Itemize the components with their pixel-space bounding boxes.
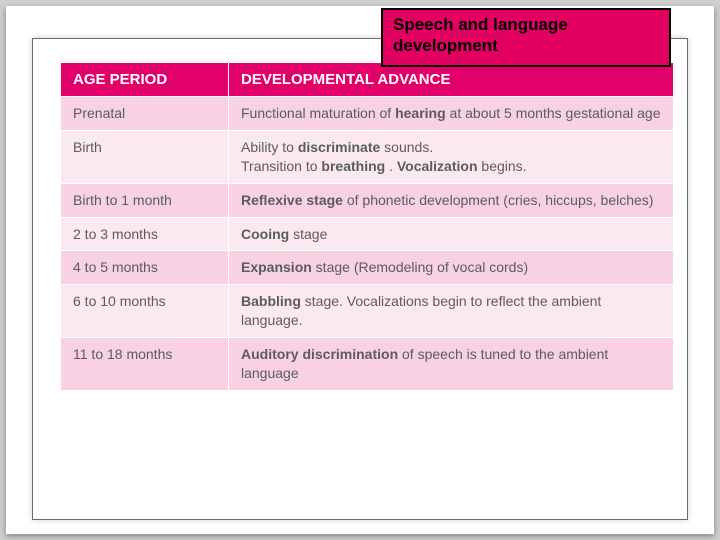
cell-advance: Ability to discriminate sounds.Transitio… (229, 130, 674, 183)
dev-table: AGE PERIOD DEVELOPMENTAL ADVANCE Prenata… (60, 62, 674, 391)
table-row: PrenatalFunctional maturation of hearing… (61, 97, 674, 131)
cell-age: Birth (61, 130, 229, 183)
table-row: 11 to 18 monthsAuditory discrimination o… (61, 338, 674, 391)
table-row: 6 to 10 monthsBabbling stage. Vocalizati… (61, 285, 674, 338)
cell-age: Prenatal (61, 97, 229, 131)
cell-advance: Cooing stage (229, 217, 674, 251)
cell-advance: Expansion stage (Remodeling of vocal cor… (229, 251, 674, 285)
cell-age: 2 to 3 months (61, 217, 229, 251)
cell-advance: Auditory discrimination of speech is tun… (229, 338, 674, 391)
table-row: Birth to 1 monthReflexive stage of phone… (61, 183, 674, 217)
cell-age: 11 to 18 months (61, 338, 229, 391)
cell-advance: Babbling stage. Vocalizations begin to r… (229, 285, 674, 338)
cell-advance: Reflexive stage of phonetic development … (229, 183, 674, 217)
cell-advance: Functional maturation of hearing at abou… (229, 97, 674, 131)
dev-table-wrap: AGE PERIOD DEVELOPMENTAL ADVANCE Prenata… (60, 62, 674, 391)
cell-age: 4 to 5 months (61, 251, 229, 285)
col-advance: DEVELOPMENTAL ADVANCE (229, 63, 674, 97)
header-row: AGE PERIOD DEVELOPMENTAL ADVANCE (61, 63, 674, 97)
table-row: BirthAbility to discriminate sounds.Tran… (61, 130, 674, 183)
cell-age: Birth to 1 month (61, 183, 229, 217)
col-age: AGE PERIOD (61, 63, 229, 97)
slide-title: Speech and language development (381, 8, 671, 67)
cell-age: 6 to 10 months (61, 285, 229, 338)
table-row: 2 to 3 monthsCooing stage (61, 217, 674, 251)
table-row: 4 to 5 monthsExpansion stage (Remodeling… (61, 251, 674, 285)
slide: Speech and language development AGE PERI… (6, 6, 714, 534)
